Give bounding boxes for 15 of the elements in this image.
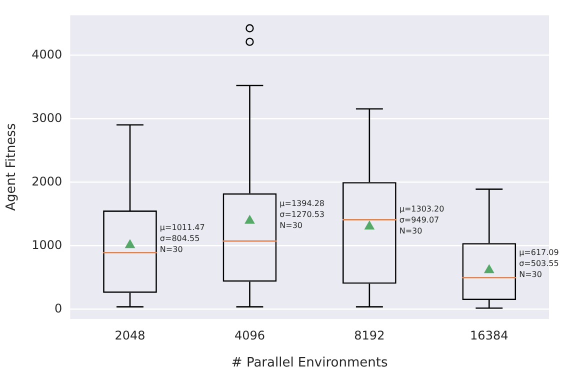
y-axis-title: Agent Fitness [4, 123, 20, 211]
y-tick-label: 0 [54, 301, 62, 316]
y-tick-label: 2000 [32, 174, 62, 188]
x-axis-title: # Parallel Environments [231, 356, 388, 371]
y-tick-label: 4000 [32, 47, 62, 62]
y-tick-label: 3000 [32, 110, 62, 125]
annotation: μ=1303.20 σ=949.07 N=30 [399, 204, 444, 236]
y-tick-label: 1000 [32, 238, 62, 252]
annotation: μ=1011.47 σ=804.55 N=30 [160, 223, 205, 254]
x-tick-label: 16384 [470, 328, 508, 342]
x-tick-label: 2048 [114, 328, 146, 342]
annotation: μ=617.09 σ=503.55 N=30 [519, 248, 559, 280]
x-tick-label: 4096 [234, 328, 265, 342]
annotation: μ=1394.28 σ=1270.53 N=30 [280, 198, 325, 230]
x-tick-label: 8192 [354, 328, 385, 342]
